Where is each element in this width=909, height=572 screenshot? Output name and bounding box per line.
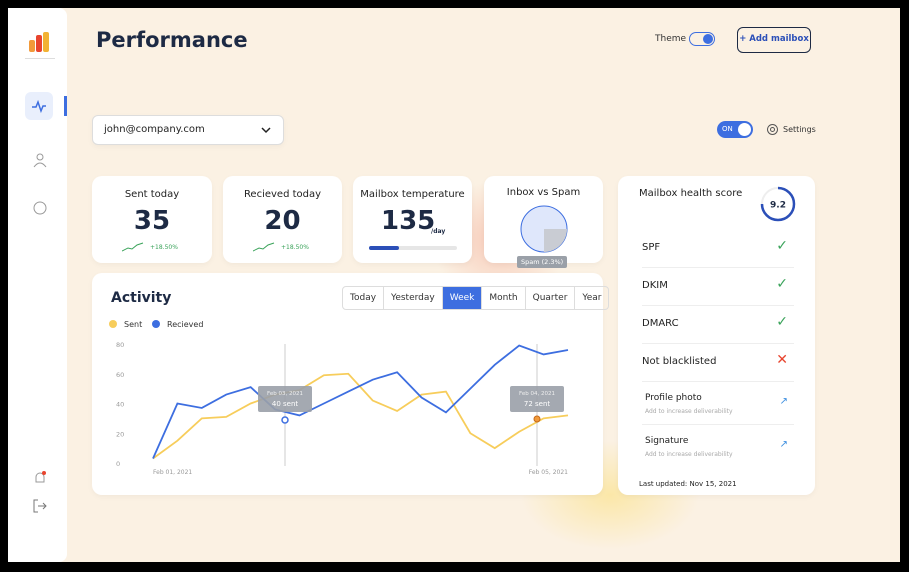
- check-fail: ✕: [776, 352, 788, 368]
- stat-card: Recieved today 20 +18.50%: [223, 176, 342, 263]
- x-tick-label: Feb 05, 2021: [529, 469, 568, 476]
- stat-value: 20: [264, 206, 301, 236]
- tooltip-text: 72 sent: [524, 400, 551, 408]
- check-row: DMARC ✓: [642, 305, 794, 344]
- nav-chat[interactable]: [32, 200, 48, 216]
- nav-activity[interactable]: [25, 92, 53, 120]
- stat-label: Sent today: [124, 189, 180, 200]
- divider: [25, 58, 55, 59]
- logo: [29, 32, 49, 52]
- tab[interactable]: Year: [574, 287, 608, 309]
- theme-toggle[interactable]: [689, 32, 715, 46]
- external-link[interactable]: ↗: [779, 396, 788, 407]
- external-link[interactable]: ↗: [779, 439, 788, 450]
- tab[interactable]: Week: [441, 287, 482, 309]
- stat-value: 35: [133, 206, 171, 236]
- select-value: john@company.com: [104, 124, 205, 135]
- check-label: DKIM: [642, 280, 668, 291]
- sparkline: [253, 242, 275, 252]
- legend-swatch: [152, 320, 160, 328]
- check-ok: ✓: [776, 238, 788, 254]
- nav-user[interactable]: [32, 152, 48, 168]
- y-tick-label: 80: [116, 341, 124, 349]
- add-mailbox-button[interactable]: + Add mailbox: [737, 27, 811, 53]
- toggle-label: ON: [722, 125, 733, 133]
- legend-swatch: [109, 320, 117, 328]
- health-card: Mailbox health score 9.2 SPF ✓ DKIM ✓ DMARC ✓…: [618, 176, 815, 495]
- temp-fill: [369, 246, 399, 250]
- stat-change: +18.50%: [150, 244, 178, 251]
- action-hint: Add to increase deliverability: [645, 408, 733, 415]
- check-row: DKIM ✓: [642, 267, 794, 306]
- check-ok: ✓: [776, 314, 788, 330]
- score-ring: 9.2: [760, 186, 796, 222]
- inbox-spam-label: Inbox vs Spam: [506, 187, 581, 198]
- check-label: Not blacklisted: [642, 356, 717, 367]
- tab-group: Today Yesterday Week Month Quarter Year: [342, 286, 610, 310]
- check-label: SPF: [642, 242, 661, 253]
- legend-label: Sent: [124, 320, 142, 329]
- y-tick-label: 20: [116, 430, 124, 438]
- stat-card: Sent today 35 +18.50%: [92, 176, 212, 263]
- check-label: DMARC: [642, 318, 679, 329]
- last-updated: Last updated: Nov 15, 2021: [639, 480, 737, 488]
- action-row: Signature Add to increase deliverability ↗: [642, 424, 794, 467]
- temp-value: 135: [381, 206, 436, 236]
- action-label: Profile photo: [645, 393, 702, 403]
- tooltip-date: Feb 03, 2021: [267, 391, 303, 397]
- temp-track: [369, 246, 457, 250]
- theme-label: Theme: [655, 34, 687, 44]
- toggle-knob: [703, 34, 713, 44]
- action-label: Signature: [645, 436, 689, 446]
- series-line: [152, 344, 569, 459]
- temperature-card: Mailbox temperature 135 /day: [353, 176, 472, 263]
- point-marker: [533, 415, 541, 423]
- mailbox-select[interactable]: john@company.com: [92, 115, 284, 145]
- action-hint: Add to increase deliverability: [645, 451, 733, 458]
- sparkline: [122, 242, 144, 252]
- y-tick-label: 0: [116, 460, 120, 468]
- tooltip: [510, 386, 564, 412]
- action-row: Profile photo Add to increase deliverabil…: [642, 381, 794, 425]
- settings-icon[interactable]: [766, 123, 779, 136]
- x-tick-label: Feb 01, 2021: [153, 469, 192, 476]
- series-line: [152, 372, 569, 460]
- chart-title: Activity: [111, 290, 172, 306]
- sidebar: [8, 8, 67, 562]
- page-title: Performance: [96, 28, 248, 52]
- activity-card: Activity Today Yesterday Week Month Quarter Y…: [92, 273, 610, 495]
- y-tick-label: 60: [116, 371, 124, 379]
- pie: [520, 205, 568, 253]
- on-toggle[interactable]: ON: [717, 121, 753, 138]
- settings-link[interactable]: Settings: [783, 125, 816, 134]
- tooltip-date: Feb 04, 2021: [519, 391, 555, 397]
- nav-notifications[interactable]: [32, 470, 48, 486]
- nav-logout[interactable]: [32, 498, 48, 514]
- point-marker: [281, 416, 289, 424]
- check-row: Not blacklisted ✕: [642, 343, 794, 382]
- inbox-spam-card: Inbox vs Spam Spam (2.3%): [484, 176, 603, 268]
- tab[interactable]: Today: [350, 293, 377, 303]
- score-value: 9.2: [770, 201, 786, 211]
- tooltip-text: 40 sent: [272, 400, 299, 408]
- stat-label: Recieved today: [243, 189, 322, 200]
- health-title: Mailbox health score: [639, 188, 743, 199]
- nav-indicator: [64, 96, 67, 116]
- temp-label: Mailbox temperature: [360, 189, 465, 200]
- tab[interactable]: Quarter: [524, 287, 575, 309]
- tab[interactable]: Month: [481, 287, 524, 309]
- y-tick-label: 40: [116, 401, 124, 409]
- check-row: SPF ✓: [642, 229, 794, 268]
- tooltip: [258, 386, 312, 412]
- temp-unit: /day: [431, 228, 446, 235]
- stat-change: +18.50%: [281, 244, 309, 251]
- pie-tooltip: Spam (2.3%): [517, 256, 568, 268]
- check-ok: ✓: [776, 276, 788, 292]
- tab[interactable]: Yesterday: [383, 287, 442, 309]
- legend-label: Recieved: [167, 320, 203, 329]
